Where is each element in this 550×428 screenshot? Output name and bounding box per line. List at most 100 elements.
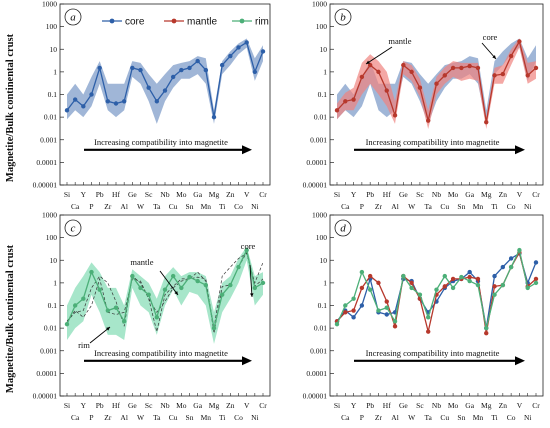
point-rim — [146, 292, 151, 297]
element-label-bottom: Ti — [219, 413, 225, 422]
point-mantle — [492, 284, 497, 289]
point-core — [384, 312, 389, 317]
point-core — [195, 58, 200, 64]
element-label-bottom: Zr — [375, 202, 383, 211]
element-label-top: Mo — [176, 190, 187, 199]
element-label-bottom: Ni — [524, 413, 532, 422]
element-label-bottom: Sn — [457, 202, 465, 211]
point-rim — [89, 269, 94, 275]
y-tick-label: 100 — [316, 233, 328, 242]
element-label-bottom: Sn — [457, 413, 465, 422]
element-label-top: Y — [351, 401, 357, 410]
y-tick-label: 1000 — [42, 0, 57, 9]
point-mantle — [384, 88, 389, 93]
y-tick-label: 0.01 — [44, 113, 57, 122]
y-tick-label: 0.00001 — [33, 392, 58, 401]
point-core — [72, 97, 78, 102]
element-label-bottom: Co — [234, 413, 243, 422]
point-mantle — [434, 81, 439, 86]
element-label-bottom: Ti — [219, 202, 225, 211]
element-label-top: Ga — [193, 190, 202, 199]
compatibility-annotation: Increasing compatibility into magnetite — [366, 137, 500, 147]
point-mantle — [409, 69, 414, 75]
y-tick-label: 10 — [50, 256, 58, 265]
point-core — [89, 92, 94, 97]
panel-label-circle — [334, 219, 352, 237]
point-mantle — [343, 310, 348, 315]
point-mantle — [442, 284, 447, 289]
element-label-bottom: Mn — [473, 202, 484, 211]
element-label-bottom: W — [408, 413, 416, 422]
compatibility-annotation: Increasing compatibility into magnetite — [94, 137, 228, 147]
element-label-bottom: Co — [234, 202, 243, 211]
point-rim — [179, 285, 184, 291]
point-rim — [351, 296, 356, 301]
y-tick-label: 1 — [323, 278, 327, 287]
element-label-bottom: Ca — [71, 413, 80, 422]
y-tick-label: 0.001 — [40, 346, 57, 355]
element-label-top: V — [244, 401, 250, 410]
point-core — [359, 303, 365, 308]
point-mantle — [484, 330, 489, 336]
label-arrow-mantle — [159, 270, 179, 296]
y-tick-label: 1000 — [312, 0, 327, 9]
point-rim — [187, 274, 192, 280]
point-rim — [81, 296, 86, 301]
y-tick-label: 0.001 — [310, 135, 327, 144]
point-core — [170, 74, 176, 80]
outline-mantle — [66, 251, 264, 334]
point-mantle — [359, 285, 365, 291]
element-label-top: Hf — [383, 190, 391, 199]
point-core — [219, 62, 225, 68]
y-tick-label: 10 — [320, 45, 328, 54]
panel-label: c — [71, 223, 76, 235]
point-rim — [426, 315, 431, 320]
element-label-top: V — [244, 190, 250, 199]
point-mantle — [517, 39, 522, 44]
point-mantle — [401, 62, 406, 68]
element-label-top: Pb — [96, 401, 104, 410]
y-tick-label: 0.1 — [48, 90, 58, 99]
element-label-bottom: Ca — [71, 202, 80, 211]
y-tick-label: 0.01 — [44, 324, 57, 333]
label-rim: rim — [78, 340, 90, 350]
point-rim — [162, 287, 168, 292]
point-mantle — [409, 280, 414, 286]
element-label-top: Ge — [128, 401, 137, 410]
element-label-top: V — [517, 401, 523, 410]
y-tick-label: 0.1 — [318, 90, 328, 99]
point-rim — [517, 247, 522, 253]
y-tick-label: 0.0001 — [36, 369, 57, 378]
point-rim — [113, 305, 119, 310]
element-label-bottom: Ni — [251, 413, 259, 422]
y-tick-label: 0.1 — [48, 301, 58, 310]
point-rim — [450, 285, 456, 291]
element-label-top: Y — [81, 401, 87, 410]
element-label-bottom: W — [408, 202, 416, 211]
element-label-bottom: Al — [391, 202, 399, 211]
legend-marker-rim — [239, 18, 245, 24]
point-rim — [525, 285, 530, 291]
y-tick-label: 1 — [323, 67, 327, 76]
point-mantle — [351, 97, 356, 102]
element-label-top: Sc — [145, 401, 153, 410]
point-mantle — [417, 85, 423, 90]
element-label-top: Pb — [366, 190, 374, 199]
panel-a: 1000 100 10 1 0.1 0.01 0.001 0.0001 0.00001 Si Y Pb… — [33, 0, 271, 211]
y-tick-label: 0.0001 — [36, 158, 57, 167]
panel-label: a — [70, 12, 76, 24]
element-label-top: Si — [64, 401, 70, 410]
point-core — [533, 260, 539, 265]
point-mantle — [376, 280, 381, 286]
point-rim — [154, 315, 160, 320]
point-rim — [401, 273, 406, 279]
element-label-top: Ge — [399, 190, 408, 199]
element-label-bottom: P — [360, 413, 364, 422]
point-core — [179, 67, 184, 73]
element-label-bottom: P — [89, 202, 93, 211]
point-rim — [121, 319, 127, 324]
element-label-bottom: Ca — [341, 413, 350, 422]
panel-d: 1000 100 10 1 0.1 0.01 0.001 0.0001 0.00001 Si Y Pb… — [303, 211, 544, 422]
element-label-top: Y — [351, 190, 357, 199]
point-mantle — [351, 308, 356, 313]
